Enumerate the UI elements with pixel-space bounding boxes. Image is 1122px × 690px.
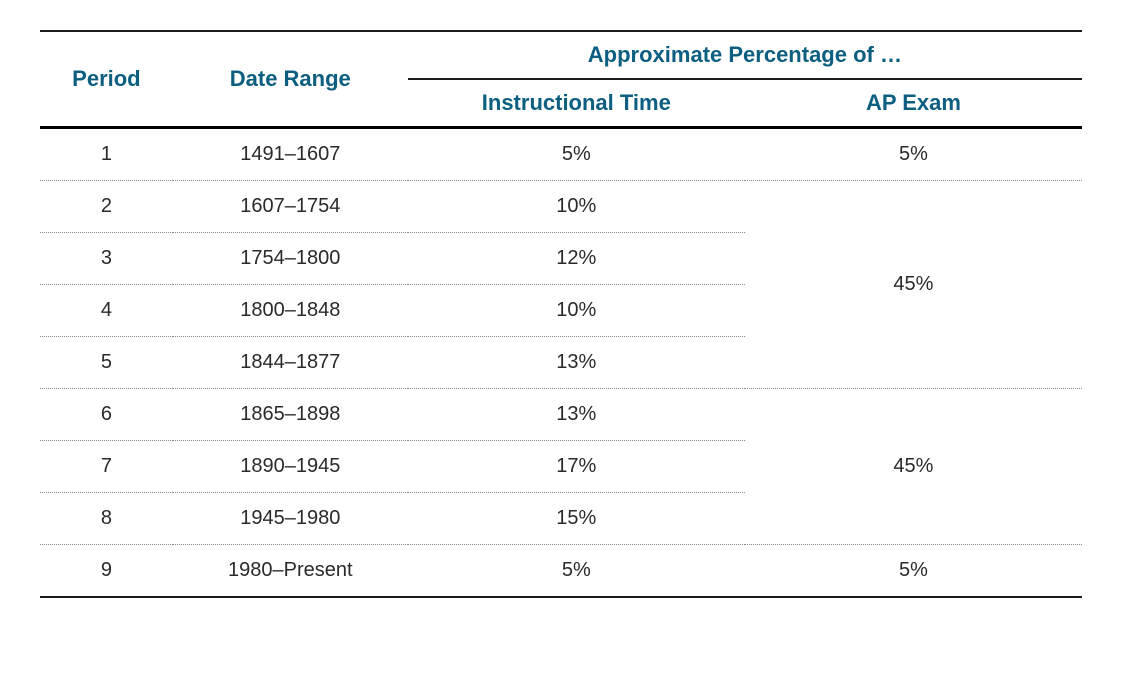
table-row: 91980–Present5%5% [40,545,1082,598]
cell-ap-exam: 45% [745,389,1082,545]
cell-instructional-time: 10% [408,285,745,337]
cell-instructional-time: 5% [408,128,745,181]
cell-period: 6 [40,389,173,441]
cell-date-range: 1607–1754 [173,181,408,233]
cell-instructional-time: 10% [408,181,745,233]
header-instructional-time: Instructional Time [408,79,745,128]
cell-date-range: 1945–1980 [173,493,408,545]
periods-table: Period Date Range Approximate Percentage… [40,30,1082,598]
header-ap-exam: AP Exam [745,79,1082,128]
cell-instructional-time: 17% [408,441,745,493]
cell-period: 7 [40,441,173,493]
cell-ap-exam: 45% [745,181,1082,389]
cell-ap-exam: 5% [745,545,1082,598]
cell-instructional-time: 5% [408,545,745,598]
cell-period: 8 [40,493,173,545]
cell-period: 9 [40,545,173,598]
header-date-range: Date Range [173,31,408,128]
cell-date-range: 1980–Present [173,545,408,598]
cell-instructional-time: 15% [408,493,745,545]
cell-instructional-time: 12% [408,233,745,285]
cell-date-range: 1491–1607 [173,128,408,181]
cell-period: 4 [40,285,173,337]
table-row: 11491–16075%5% [40,128,1082,181]
cell-date-range: 1865–1898 [173,389,408,441]
cell-period: 3 [40,233,173,285]
cell-instructional-time: 13% [408,389,745,441]
table-body: 11491–16075%5%21607–175410%45%31754–1800… [40,128,1082,598]
cell-period: 1 [40,128,173,181]
cell-date-range: 1754–1800 [173,233,408,285]
cell-date-range: 1890–1945 [173,441,408,493]
header-approx-group: Approximate Percentage of … [408,31,1082,79]
cell-date-range: 1800–1848 [173,285,408,337]
cell-ap-exam: 5% [745,128,1082,181]
header-period: Period [40,31,173,128]
cell-period: 5 [40,337,173,389]
page-container: Period Date Range Approximate Percentage… [0,0,1122,690]
table-row: 21607–175410%45% [40,181,1082,233]
table-header: Period Date Range Approximate Percentage… [40,31,1082,128]
cell-period: 2 [40,181,173,233]
cell-date-range: 1844–1877 [173,337,408,389]
cell-instructional-time: 13% [408,337,745,389]
table-row: 61865–189813%45% [40,389,1082,441]
